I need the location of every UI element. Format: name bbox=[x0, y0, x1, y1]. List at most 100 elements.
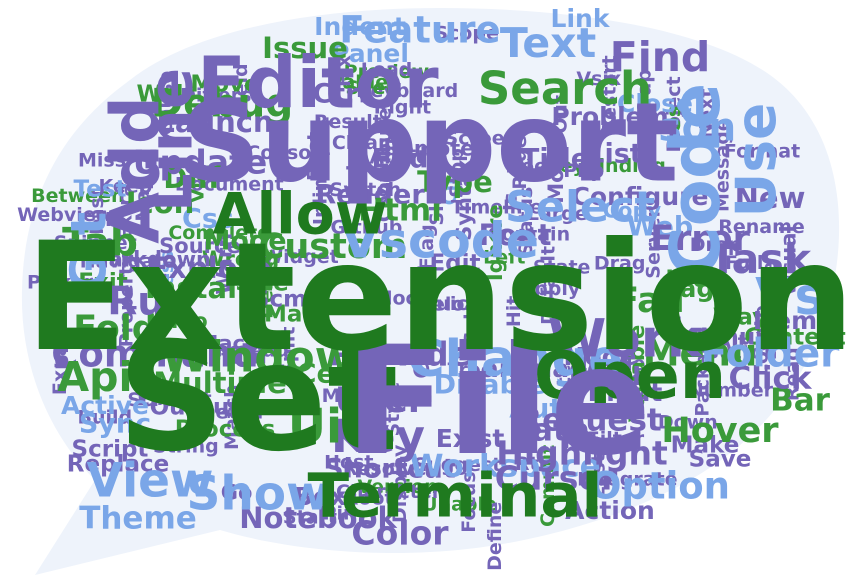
word-contribute: Contribute bbox=[374, 108, 396, 223]
word-add: Add bbox=[97, 96, 175, 244]
word-open: Open bbox=[534, 339, 726, 414]
word-fix: Fix bbox=[333, 55, 355, 87]
word-find: Find bbox=[610, 33, 711, 81]
word-menu: Menu bbox=[643, 332, 758, 375]
word-script: Script bbox=[72, 437, 149, 463]
word-user: User bbox=[335, 381, 426, 421]
word-provide: Provide bbox=[329, 335, 471, 374]
word-ssh: Ssh bbox=[460, 306, 482, 345]
word-file: File bbox=[344, 315, 651, 489]
word-text: Text bbox=[500, 19, 596, 67]
word-path: Path bbox=[510, 413, 590, 449]
word-more: More bbox=[544, 144, 568, 204]
word-output: Output bbox=[150, 395, 241, 421]
word-notebook: Notebook bbox=[239, 501, 397, 535]
speech-bubble-shape bbox=[21, 8, 840, 575]
word-apply: Apply bbox=[519, 278, 580, 300]
word-drag: Drag bbox=[594, 253, 646, 275]
word-hide: Hide bbox=[665, 267, 724, 293]
word-select: Select bbox=[505, 183, 655, 233]
word-between: Between bbox=[31, 185, 124, 207]
word-return: Return bbox=[194, 346, 267, 368]
word-way: Way bbox=[713, 305, 767, 331]
word-locate: Locate bbox=[751, 305, 773, 376]
word-scope: Scope bbox=[434, 22, 499, 44]
word-url: Url bbox=[51, 338, 73, 369]
word-last: Last bbox=[588, 453, 610, 498]
word-launch: Launch bbox=[156, 105, 273, 139]
word-diff: Diff bbox=[163, 161, 221, 195]
word-os: Os bbox=[663, 106, 685, 133]
word-wrap: Wrap bbox=[634, 69, 656, 125]
word-click: Click bbox=[729, 361, 813, 397]
word-copy: Copy bbox=[603, 198, 662, 222]
word-rel: Rel bbox=[563, 431, 597, 453]
word-workspace: Workspace bbox=[409, 449, 600, 485]
word-keybinding: Keybinding bbox=[545, 155, 666, 177]
word-error: Error bbox=[650, 219, 750, 259]
word-context: Context bbox=[744, 325, 845, 351]
word-state: State bbox=[533, 256, 591, 278]
word-first: First bbox=[303, 132, 325, 181]
word-box: Box bbox=[294, 482, 346, 511]
word-wsl: Wsl bbox=[137, 82, 184, 108]
word-string: String bbox=[153, 435, 219, 457]
word-read: Read bbox=[781, 347, 803, 401]
word-differs: Differs bbox=[180, 85, 251, 107]
word-detail: Detail bbox=[200, 402, 264, 424]
word-go: Go bbox=[221, 481, 253, 505]
word-list: List bbox=[587, 139, 643, 170]
word-down: Down bbox=[658, 412, 718, 434]
word-inline: Inline bbox=[309, 165, 331, 225]
word-root: Root bbox=[344, 487, 394, 509]
word-cursor: Cursor bbox=[495, 459, 618, 498]
word-edit: Edit bbox=[429, 251, 480, 277]
word-snippet: Snippet bbox=[54, 232, 137, 254]
word-node: Node bbox=[564, 342, 637, 371]
word-multiple: Multiple bbox=[153, 366, 287, 400]
word-emmet: Emmet bbox=[137, 388, 212, 410]
word-issue: Issue bbox=[262, 31, 348, 65]
word-left: Left bbox=[483, 246, 525, 268]
word-theme: Theme bbox=[79, 501, 197, 537]
word-resolve: Resolve bbox=[343, 458, 427, 480]
word-value: Value bbox=[329, 71, 388, 93]
word-extra: Extra bbox=[115, 184, 137, 241]
word-package: Package bbox=[691, 327, 713, 416]
word-expand: Expand bbox=[49, 316, 71, 395]
word-via: Via bbox=[186, 169, 208, 203]
word-cli: Cli bbox=[439, 178, 461, 205]
word-default: Default bbox=[538, 246, 560, 325]
word-inside: Inside bbox=[581, 353, 646, 375]
word-task: Task bbox=[709, 235, 813, 283]
word-shortcut: Shortcut bbox=[324, 454, 456, 485]
word-highlight: Highlight bbox=[496, 434, 668, 473]
word-suggest: Suggest bbox=[414, 454, 502, 476]
word-large: Large bbox=[527, 203, 588, 225]
word-undo: Undo bbox=[146, 309, 207, 333]
word-scm: Scm bbox=[253, 287, 307, 313]
word-timeline: Timeline bbox=[451, 196, 543, 218]
word-install: Install bbox=[145, 271, 247, 305]
word-git: Git bbox=[61, 212, 118, 292]
word-number: Number bbox=[688, 380, 774, 402]
word-panel: Panel bbox=[331, 39, 409, 68]
word-slow: Slow bbox=[426, 175, 448, 226]
word-rtl: Rtl bbox=[515, 453, 545, 475]
word-call: Call bbox=[78, 209, 118, 231]
word-input: Input bbox=[588, 378, 663, 407]
word-source: Source bbox=[159, 234, 241, 258]
word-php: Php bbox=[563, 160, 604, 182]
word-test: Test bbox=[74, 177, 127, 203]
word-window: Window bbox=[162, 333, 355, 383]
word-action: Action bbox=[565, 496, 655, 525]
word-next: Next bbox=[695, 89, 717, 139]
word-command: Command bbox=[51, 333, 258, 376]
word-quick: Quick bbox=[420, 293, 480, 315]
word-feature: Feature bbox=[339, 9, 500, 52]
word-icon: Icon bbox=[126, 186, 195, 220]
word-explore: Explore bbox=[148, 251, 271, 285]
word-picker: Picker bbox=[27, 272, 94, 294]
word-run: Run bbox=[107, 280, 193, 325]
word-document: Document bbox=[175, 173, 284, 195]
